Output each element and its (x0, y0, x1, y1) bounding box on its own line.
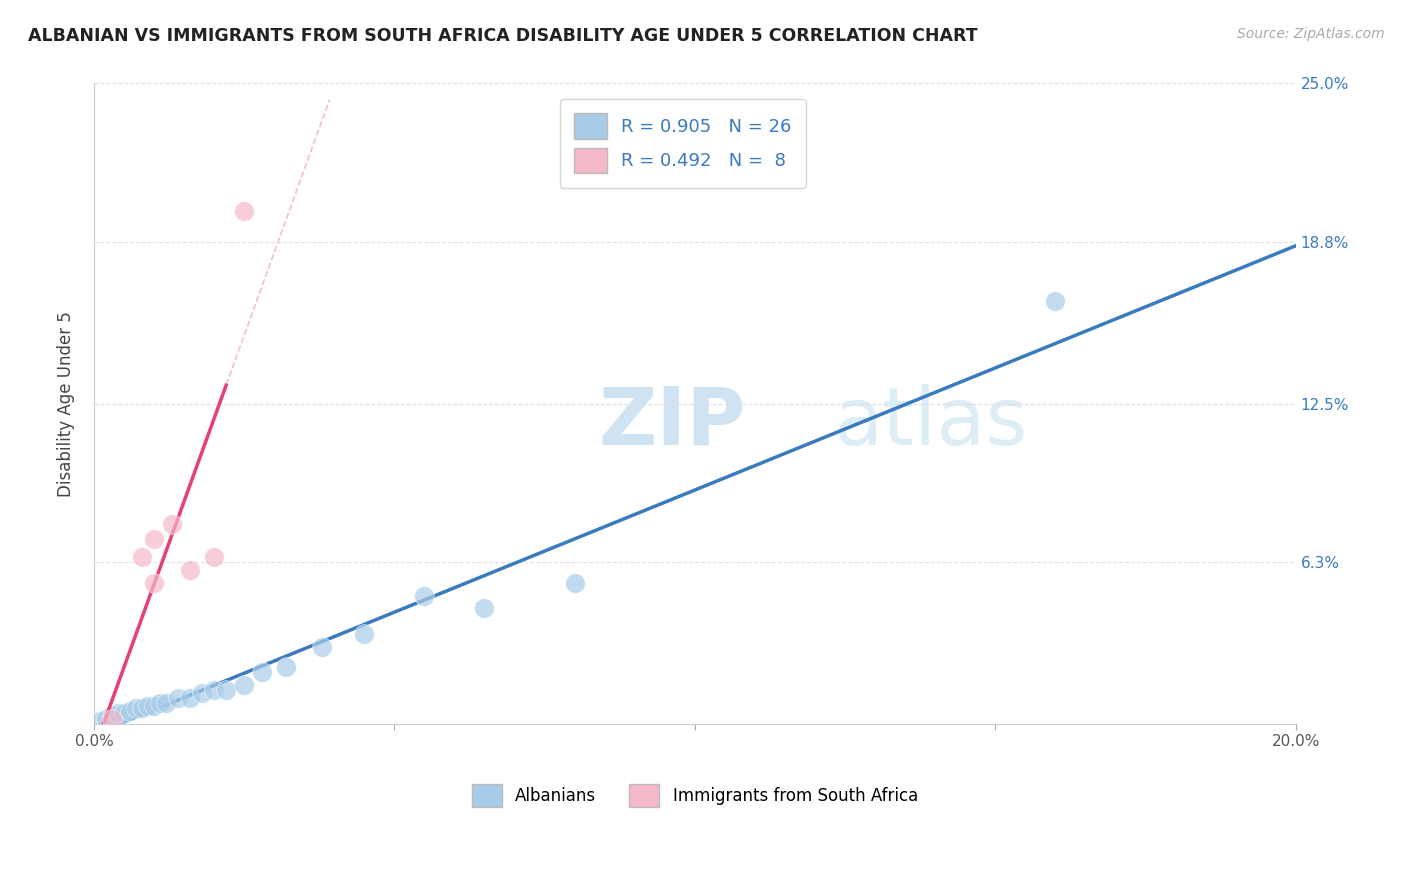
Point (191, 686, 214, 700)
Text: ALBANIAN VS IMMIGRANTS FROM SOUTH AFRICA DISABILITY AGE UNDER 5 CORRELATION CHAR: ALBANIAN VS IMMIGRANTS FROM SOUTH AFRICA… (28, 27, 977, 45)
Point (107, 706, 129, 721)
Point (233, 204, 256, 219)
Point (143, 575, 166, 590)
Y-axis label: Disability Age Under 5: Disability Age Under 5 (58, 310, 75, 497)
Point (131, 701, 153, 715)
Point (149, 696, 172, 710)
Text: Source: ZipAtlas.com: Source: ZipAtlas.com (1237, 27, 1385, 41)
Point (413, 589, 436, 603)
Point (131, 550, 153, 565)
Point (101, 712, 124, 726)
Point (143, 698, 166, 713)
Point (353, 627, 375, 641)
Point (215, 683, 238, 698)
Point (179, 563, 201, 577)
Point (94, 712, 117, 726)
Point (474, 601, 496, 615)
Point (311, 640, 333, 654)
Point (89, 714, 111, 728)
Text: ZIP: ZIP (599, 384, 745, 462)
Point (101, 709, 124, 723)
Point (1045, 294, 1067, 309)
Text: atlas: atlas (832, 384, 1028, 462)
Point (143, 533, 166, 547)
Point (202, 683, 225, 698)
Point (136, 698, 159, 713)
Point (167, 691, 190, 706)
Point (233, 678, 256, 692)
Point (125, 701, 148, 715)
Point (155, 696, 177, 710)
Point (250, 665, 273, 680)
Point (160, 516, 183, 531)
Point (564, 575, 586, 590)
Point (202, 550, 225, 565)
Point (118, 704, 141, 718)
Point (112, 706, 135, 721)
Point (276, 660, 298, 674)
Point (179, 691, 201, 706)
Legend: Albanians, Immigrants from South Africa: Albanians, Immigrants from South Africa (458, 771, 931, 821)
